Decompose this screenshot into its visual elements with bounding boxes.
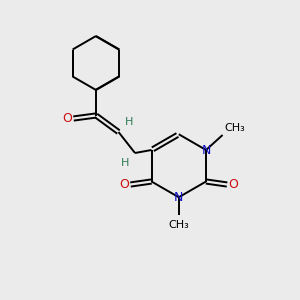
Text: O: O	[119, 178, 129, 191]
Text: H: H	[121, 158, 129, 167]
Text: O: O	[62, 112, 72, 125]
Text: N: N	[174, 191, 184, 204]
Text: O: O	[229, 178, 238, 191]
Text: CH₃: CH₃	[168, 220, 189, 230]
Text: H: H	[125, 118, 134, 128]
Text: CH₃: CH₃	[224, 123, 245, 133]
Text: N: N	[201, 143, 211, 157]
